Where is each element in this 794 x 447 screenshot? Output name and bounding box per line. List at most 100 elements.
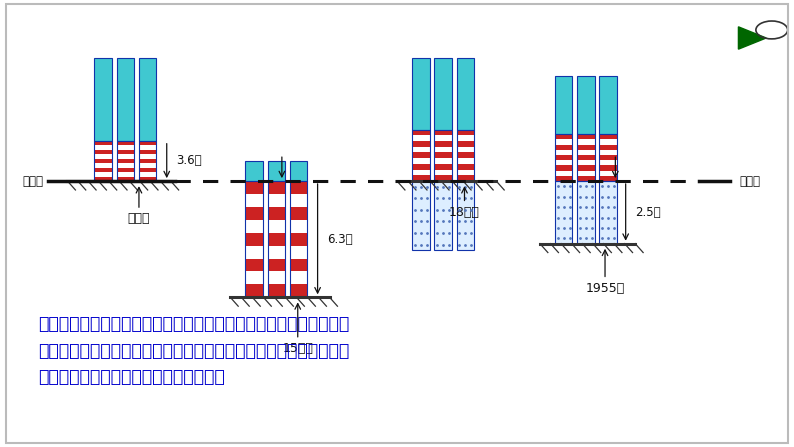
Text: 2.5米: 2.5米 [635,206,661,219]
Bar [599,181,617,244]
Bar [412,130,430,135]
Bar [117,58,134,141]
Bar [117,154,134,159]
Bar [245,233,263,245]
Bar [577,150,595,155]
Bar [94,150,112,154]
Bar [555,144,572,150]
Bar [94,172,112,177]
Bar [599,144,617,150]
Bar [457,58,474,130]
Bar [94,163,112,168]
Bar [139,154,156,159]
Bar [290,233,307,245]
Bar [599,150,617,155]
Bar [139,141,156,145]
Bar [434,130,452,181]
Bar [139,163,156,168]
Bar [290,161,307,181]
Bar [117,141,134,181]
Bar [555,150,572,155]
Bar [577,176,595,181]
Bar [139,159,156,163]
Bar [457,141,474,147]
Text: 6.3米: 6.3米 [327,232,353,246]
Polygon shape [738,27,766,49]
Bar [577,139,595,144]
Bar [117,145,134,150]
Bar [268,161,285,181]
Bar [245,220,263,233]
Bar [290,207,307,220]
Text: 15世纪: 15世纪 [283,342,313,355]
Bar [577,134,595,139]
Text: 意大利那不勒斯海岸三根大理石柱的升降变化情况：石柱上横线代表
曾经被火山灰覆盖，小点部分保留着海洋生物活动的痕迹。地壳的这
种升降运动是导致海陆变迁的重要原因。: 意大利那不勒斯海岸三根大理石柱的升降变化情况：石柱上横线代表 曾经被火山灰覆盖，… [38,315,349,386]
Bar [434,135,452,141]
Bar [117,163,134,168]
Bar [117,168,134,172]
Bar [599,139,617,144]
Bar [599,134,617,181]
Bar [555,139,572,144]
Bar [555,160,572,165]
Bar [94,177,112,181]
Bar [457,135,474,141]
Bar [412,135,430,141]
Bar [599,76,617,134]
Bar [117,150,134,154]
Bar [577,155,595,160]
Bar [412,164,430,169]
Bar [555,171,572,176]
Bar [577,134,595,181]
Bar [139,145,156,150]
Text: 18世纪: 18世纪 [449,206,480,219]
Bar [577,144,595,150]
Bar [434,141,452,147]
Bar [412,147,430,152]
Bar [434,58,452,130]
Bar [245,284,263,297]
Bar [434,152,452,158]
Bar [290,181,307,194]
Bar [599,165,617,171]
Bar [268,181,285,194]
Bar [139,172,156,177]
Bar [290,245,307,258]
Bar [434,158,452,164]
Bar [268,245,285,258]
Bar [245,161,263,181]
Bar [555,181,572,244]
Bar [268,194,285,207]
Bar [555,134,572,139]
Bar [434,164,452,169]
Bar [457,130,474,135]
Bar [94,145,112,150]
Bar [94,159,112,163]
Bar [412,158,430,164]
Bar [412,152,430,158]
Bar [434,147,452,152]
Bar [577,171,595,176]
Bar [555,176,572,181]
Bar [457,175,474,181]
Bar [290,220,307,233]
Bar [139,177,156,181]
Bar [290,194,307,207]
Bar [290,271,307,284]
Text: 海平面: 海平面 [23,174,44,188]
Bar [245,207,263,220]
Text: 海平面: 海平面 [740,174,761,188]
Text: 3.6米: 3.6米 [176,154,202,168]
Bar [457,169,474,175]
Bar [599,171,617,176]
Bar [577,160,595,165]
Bar [139,141,156,181]
Bar [412,181,430,250]
Bar [412,169,430,175]
Bar [457,147,474,152]
Bar [94,141,112,145]
Text: 建成时: 建成时 [128,212,150,225]
Bar [245,271,263,284]
Bar [290,181,307,297]
Bar [245,194,263,207]
